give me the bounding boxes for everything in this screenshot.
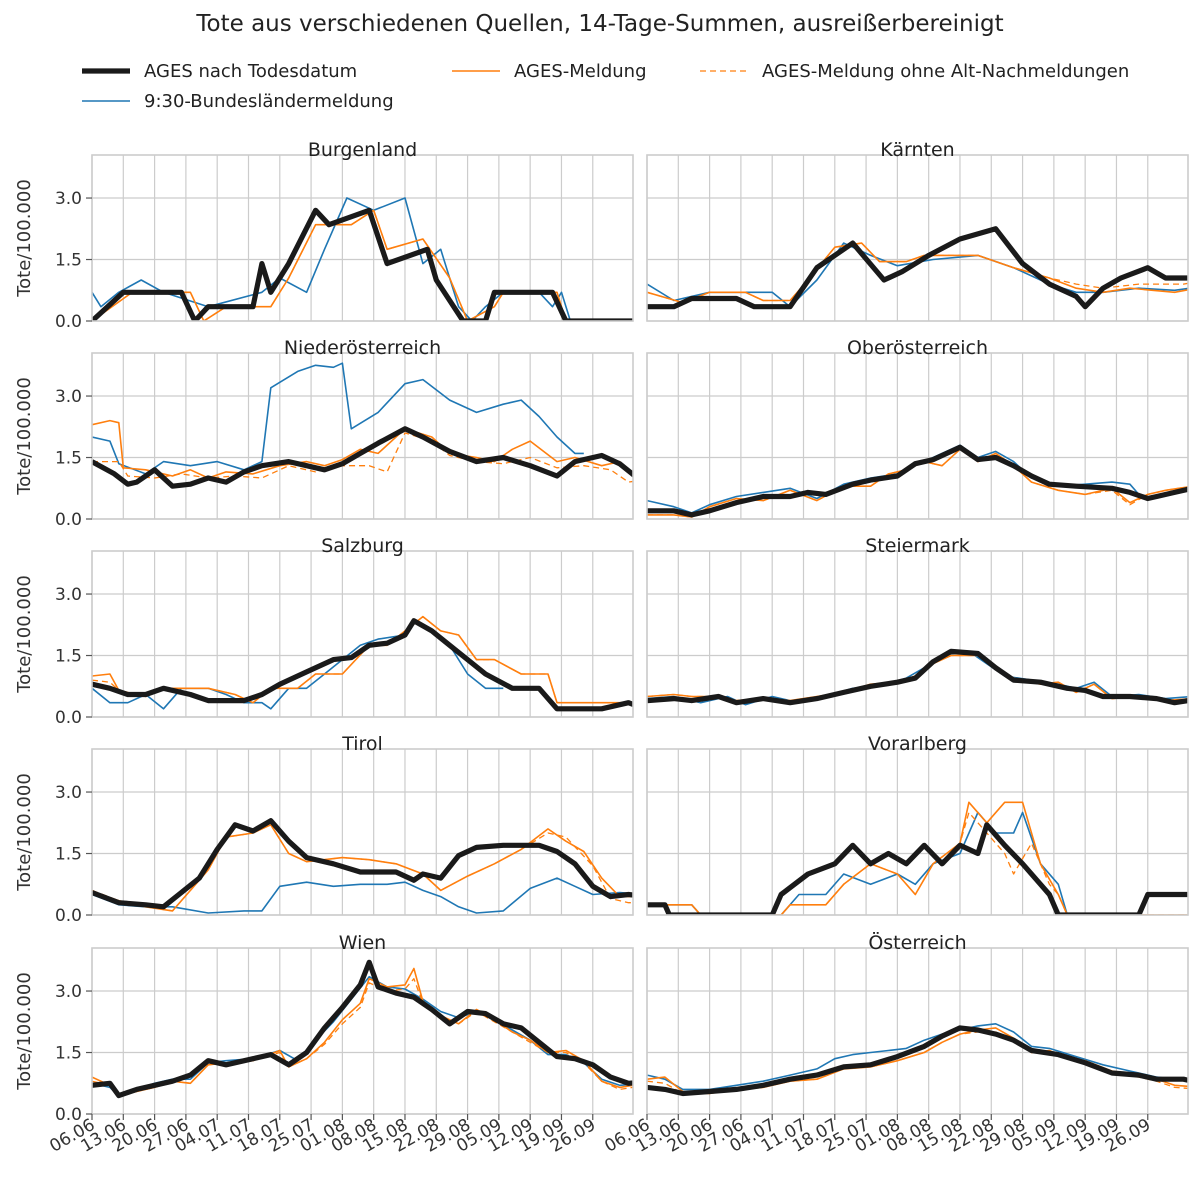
series-line-ages_meld	[647, 801, 1188, 915]
panel-lines	[647, 1023, 1188, 1097]
y-tick-label: 0.0	[55, 1105, 82, 1125]
y-tick-label: 0.0	[55, 708, 82, 728]
y-tick-label: 3.0	[55, 982, 82, 1002]
y-tick-label: 0.0	[55, 312, 82, 332]
panel-frame	[91, 748, 634, 916]
series-line-ages_ohne	[92, 432, 633, 483]
panel-title: Niederösterreich	[284, 337, 441, 359]
series-line-ages_tod	[92, 959, 633, 1099]
panel-6: Tirol 0.0 1.5 3.0 Tote/100.000	[14, 733, 634, 926]
panel-lines	[92, 197, 633, 321]
series-line-ages_tod	[92, 207, 633, 321]
legend-label-bl: 9:30-Bundesländermeldung	[144, 91, 394, 112]
y-tick-label: 3.0	[55, 387, 82, 407]
panel-7: Vorarlberg	[646, 733, 1189, 916]
panel-frame	[91, 154, 634, 322]
series-line-ages_tod	[647, 444, 1188, 518]
y-tick-label: 0.0	[55, 906, 82, 926]
y-tick-label: 3.0	[55, 783, 82, 803]
series-line-bl	[92, 362, 584, 475]
panel-title: Salzburg	[321, 535, 404, 557]
panel-lines	[647, 226, 1188, 310]
y-axis-label: Tote/100.000	[14, 773, 35, 892]
panel-frame	[91, 947, 634, 1115]
panel-frame	[646, 550, 1189, 718]
y-tick-label: 1.5	[55, 845, 82, 865]
legend-label-ages_ohne: AGES-Meldung ohne Alt-Nachmeldungen	[762, 61, 1129, 82]
series-line-ages_meld	[647, 242, 1188, 304]
legend-label-ages_tod: AGES nach Todesdatum	[144, 61, 357, 82]
panel-1: Kärnten	[646, 139, 1189, 322]
panel-lines	[92, 818, 633, 914]
y-axis-label: Tote/100.000	[14, 377, 35, 496]
legend: AGES nach Todesdatum AGES-Meldung AGES-Mel…	[82, 61, 1129, 112]
y-tick-label: 1.5	[55, 449, 82, 469]
chart-title: Tote aus verschiedenen Quellen, 14-Tage-…	[195, 11, 1003, 37]
panel-2: Niederösterreich 0.0 1.5 3.0 Tote/100.000	[14, 337, 634, 530]
y-tick-label: 1.5	[55, 1044, 82, 1064]
panel-title: Wien	[339, 932, 386, 954]
legend-label-ages_meld: AGES-Meldung	[514, 61, 647, 82]
y-tick-label: 0.0	[55, 510, 82, 530]
panel-lines	[647, 648, 1188, 706]
panel-frame	[91, 352, 634, 520]
panel-title: Österreich	[868, 931, 966, 954]
panel-title: Tirol	[341, 733, 383, 755]
panel-4: Salzburg 0.0 1.5 3.0 Tote/100.000	[14, 535, 634, 728]
series-line-ages_tod	[647, 226, 1188, 310]
panel-3: Oberösterreich	[646, 337, 1189, 520]
panel-title: Vorarlberg	[868, 733, 967, 755]
series-line-ages_meld	[92, 967, 633, 1097]
series-line-bl	[647, 811, 1069, 915]
y-axis-label: Tote/100.000	[14, 179, 35, 298]
panel-frame	[646, 154, 1189, 322]
panel-frame	[646, 352, 1189, 520]
y-tick-label: 1.5	[55, 647, 82, 667]
panel-0: Burgenland 0.0 1.5 3.0 Tote/100.000	[14, 139, 634, 332]
panel-lines	[92, 959, 633, 1099]
panel-title: Kärnten	[880, 139, 954, 161]
panel-lines	[92, 362, 633, 489]
panel-lines	[647, 801, 1188, 915]
y-axis-label: Tote/100.000	[14, 972, 35, 1091]
y-tick-label: 1.5	[55, 251, 82, 271]
panel-frame	[646, 947, 1189, 1115]
series-line-ages_tod	[647, 1025, 1188, 1097]
series-line-ages_tod	[92, 818, 633, 910]
series-line-ages_tod	[647, 648, 1188, 706]
panel-title: Burgenland	[308, 139, 417, 161]
panel-lines	[647, 444, 1188, 518]
series-line-ages_tod	[92, 618, 633, 712]
y-axis-label: Tote/100.000	[14, 575, 35, 694]
series-line-ages_tod	[92, 426, 633, 489]
panel-title: Oberösterreich	[847, 337, 988, 359]
panel-title: Steiermark	[865, 535, 970, 557]
series-line-ages_tod	[647, 822, 1188, 915]
series-line-bl	[92, 877, 633, 914]
panel-lines	[92, 615, 633, 712]
panel-frame	[91, 550, 634, 718]
y-tick-label: 3.0	[55, 189, 82, 209]
y-tick-label: 3.0	[55, 585, 82, 605]
panel-5: Steiermark	[646, 535, 1189, 718]
panel-frame	[646, 748, 1189, 916]
